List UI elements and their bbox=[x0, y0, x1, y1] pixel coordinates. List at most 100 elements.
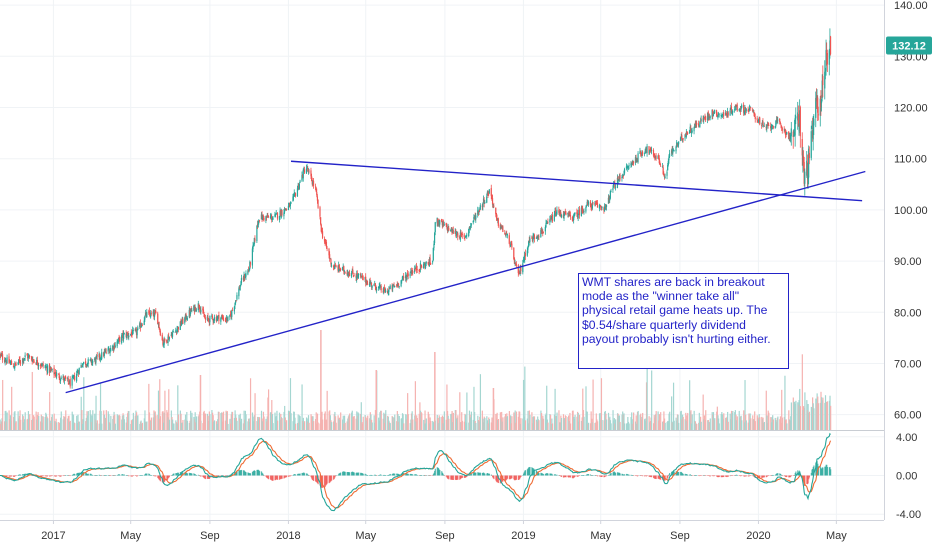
macd-histogram-bar bbox=[371, 475, 373, 476]
macd-histogram-bar bbox=[770, 475, 773, 476]
macd-histogram-bar bbox=[184, 471, 187, 476]
volume-bar bbox=[722, 419, 724, 430]
candle-body bbox=[806, 160, 808, 176]
candle-body bbox=[298, 184, 300, 188]
volume-bar bbox=[793, 401, 795, 430]
volume-bar bbox=[239, 413, 241, 430]
macd-histogram-bar bbox=[77, 472, 79, 476]
candle-body bbox=[793, 131, 796, 135]
macd-histogram-bar bbox=[515, 475, 518, 480]
candle-body bbox=[206, 316, 208, 320]
candle-body bbox=[544, 227, 546, 232]
candle-body bbox=[748, 110, 750, 111]
macd-histogram-bar bbox=[703, 475, 705, 476]
price-tick-label: 100.00 bbox=[894, 205, 928, 217]
volume-bar bbox=[423, 423, 425, 430]
volume-bar bbox=[678, 422, 680, 430]
volume-bar bbox=[58, 422, 60, 430]
candle-body bbox=[118, 337, 120, 339]
macd-histogram-bar bbox=[222, 475, 224, 476]
volume-bar bbox=[824, 395, 827, 430]
candle-body bbox=[750, 107, 752, 109]
volume-bar bbox=[515, 411, 518, 430]
macd-histogram-bar bbox=[590, 475, 592, 476]
candle-body bbox=[781, 127, 783, 131]
candle-body bbox=[274, 214, 276, 217]
volume-bar bbox=[333, 421, 335, 430]
volume-bar bbox=[486, 420, 489, 430]
volume-bar bbox=[1, 418, 3, 430]
volume-bar bbox=[146, 421, 148, 430]
macd-histogram-bar bbox=[678, 472, 680, 476]
macd-histogram-bar bbox=[202, 475, 204, 477]
candle-body bbox=[826, 53, 828, 65]
volume-bar bbox=[64, 416, 66, 430]
candle-body bbox=[456, 234, 458, 236]
macd-histogram-bar bbox=[387, 475, 389, 476]
candle-body bbox=[560, 214, 563, 218]
macd-histogram-bar bbox=[506, 475, 508, 480]
volume-bar bbox=[717, 415, 719, 430]
macd-histogram-bar bbox=[226, 475, 228, 476]
candle-body bbox=[460, 233, 462, 235]
macd-histogram-bar bbox=[826, 466, 829, 476]
candle-body bbox=[414, 268, 416, 270]
volume-bar bbox=[803, 407, 805, 430]
candle-body bbox=[127, 334, 129, 337]
volume-bar bbox=[98, 423, 100, 430]
macd-histogram-bar bbox=[437, 467, 439, 476]
macd-histogram-bar bbox=[226, 475, 228, 476]
macd-histogram-bar bbox=[459, 475, 462, 479]
volume-bar bbox=[11, 386, 13, 430]
macd-histogram-bar bbox=[190, 472, 192, 476]
volume-bar bbox=[132, 412, 134, 430]
volume-bar bbox=[573, 419, 576, 430]
macd-histogram-bar bbox=[323, 475, 326, 488]
candle-body bbox=[116, 341, 118, 347]
candle-body bbox=[573, 214, 575, 216]
volume-bar bbox=[726, 416, 728, 430]
volume-bar bbox=[772, 415, 774, 430]
candle-body bbox=[747, 109, 749, 112]
macd-histogram-bar bbox=[207, 475, 209, 479]
macd-histogram-bar bbox=[819, 466, 821, 476]
volume-bar bbox=[231, 411, 234, 430]
volume-bar bbox=[808, 413, 810, 430]
candle-body bbox=[618, 179, 620, 182]
macd-histogram-bar bbox=[46, 475, 48, 477]
candle-body bbox=[452, 229, 454, 234]
macd-histogram-bar bbox=[298, 473, 301, 476]
volume-bar bbox=[121, 419, 123, 430]
volume-bar bbox=[82, 419, 84, 430]
volume-bar bbox=[234, 410, 236, 430]
candle-body bbox=[30, 356, 33, 360]
candle-body bbox=[419, 263, 422, 270]
candle-body bbox=[643, 152, 646, 154]
volume-bar bbox=[640, 419, 642, 430]
macd-histogram-bar bbox=[824, 466, 826, 476]
macd-histogram-bar bbox=[294, 474, 296, 476]
macd-histogram-bar bbox=[448, 475, 450, 480]
candle-body bbox=[292, 194, 295, 197]
volume-bar bbox=[91, 415, 93, 430]
volume-bar bbox=[180, 413, 182, 430]
volume-bar bbox=[649, 421, 651, 430]
macd-histogram-bar bbox=[747, 475, 749, 477]
macd-histogram-bar bbox=[94, 475, 96, 476]
volume-bar bbox=[20, 419, 22, 430]
macd-histogram-bar bbox=[451, 475, 453, 480]
volume-bar bbox=[53, 413, 55, 430]
volume-bar bbox=[41, 416, 43, 430]
volume-bar bbox=[271, 414, 274, 430]
volume-bar bbox=[735, 414, 737, 430]
volume-bar bbox=[303, 422, 305, 430]
volume-bar bbox=[668, 413, 670, 430]
candle-body bbox=[744, 108, 747, 112]
candle-body bbox=[541, 231, 543, 233]
candle-body bbox=[686, 131, 688, 134]
volume-bar bbox=[637, 410, 639, 430]
volume-bar bbox=[535, 419, 538, 430]
macd-histogram-bar bbox=[121, 474, 123, 476]
candle-body bbox=[245, 273, 247, 277]
